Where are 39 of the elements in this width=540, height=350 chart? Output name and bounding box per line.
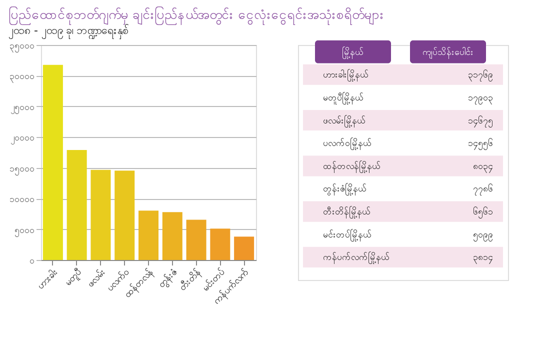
y-tick-label: ၃၅၀၀၀ — [10, 42, 34, 52]
bar — [210, 228, 230, 260]
text: ၆၅၆၁ — [473, 206, 493, 219]
text: ၈၀၃၄ — [473, 162, 493, 173]
text: ၃၈၁၄ — [473, 253, 493, 264]
bar — [186, 220, 206, 260]
text: ၁၄၆၇၅ — [468, 115, 493, 128]
chart-subtitle: ၂၀၁၈ - ၂၀၁၉ ခု၊ ဘဏ္ဍာရေးနှစ် — [8, 24, 128, 39]
text: ၇၇၈၆ — [473, 184, 493, 196]
text: ၁၄၅၅၆ — [468, 138, 493, 150]
y-tick-label: ၂၀၀၀၀ — [10, 134, 34, 145]
bar — [42, 64, 63, 260]
bar — [114, 170, 135, 260]
text: မတူပီမြို့နယ် — [323, 91, 364, 104]
text: ဖလမ်းမြို့နယ် — [323, 114, 366, 128]
text: ကန်ပက်လက်မြို့နယ် — [323, 251, 390, 264]
text: ၁၇၉၀၃ — [468, 93, 493, 104]
chart-title: ပြည်ထောင်စုဘတ်ဂျက်မှ ချင်းပြည်နယ်အတွင်း ငွေလုံးငွေရင်းအသုံးစရိတ်များ — [8, 6, 384, 25]
text: ထန်တလန်မြို့နယ် — [323, 160, 381, 173]
text: ဟားခါးမြို့နယ် — [323, 68, 369, 82]
bar — [90, 170, 111, 260]
y-tick-label: ၃၀၀၀၀ — [10, 72, 34, 84]
text: တီးတိန်မြို့နယ် — [323, 206, 371, 219]
text: တွန်းဇံမြို့နယ် — [323, 182, 367, 196]
text: ကျပ်သိန်းပေါင်း — [422, 46, 474, 59]
text: ၅၀၉၉ — [473, 230, 493, 242]
text: ပလက်ဝမြို့နယ် — [323, 137, 372, 150]
bar — [162, 212, 182, 260]
bar — [234, 236, 254, 260]
text: မြို့နယ် — [342, 46, 364, 59]
text: မင်းတပ်မြို့နယ် — [323, 228, 372, 242]
y-tick-label: ၁၅၀၀၀ — [10, 164, 34, 176]
y-tick-label: ၅၀၀၀ — [14, 226, 34, 237]
bar — [138, 210, 158, 260]
y-tick-label: ၀ — [30, 256, 34, 266]
y-tick-label: ၁၀၀၀၀ — [10, 195, 34, 206]
text: ၃၁၇၆၉ — [468, 70, 493, 82]
bar — [66, 150, 87, 260]
y-tick-label: ၂၅၀၀၀ — [10, 102, 34, 114]
